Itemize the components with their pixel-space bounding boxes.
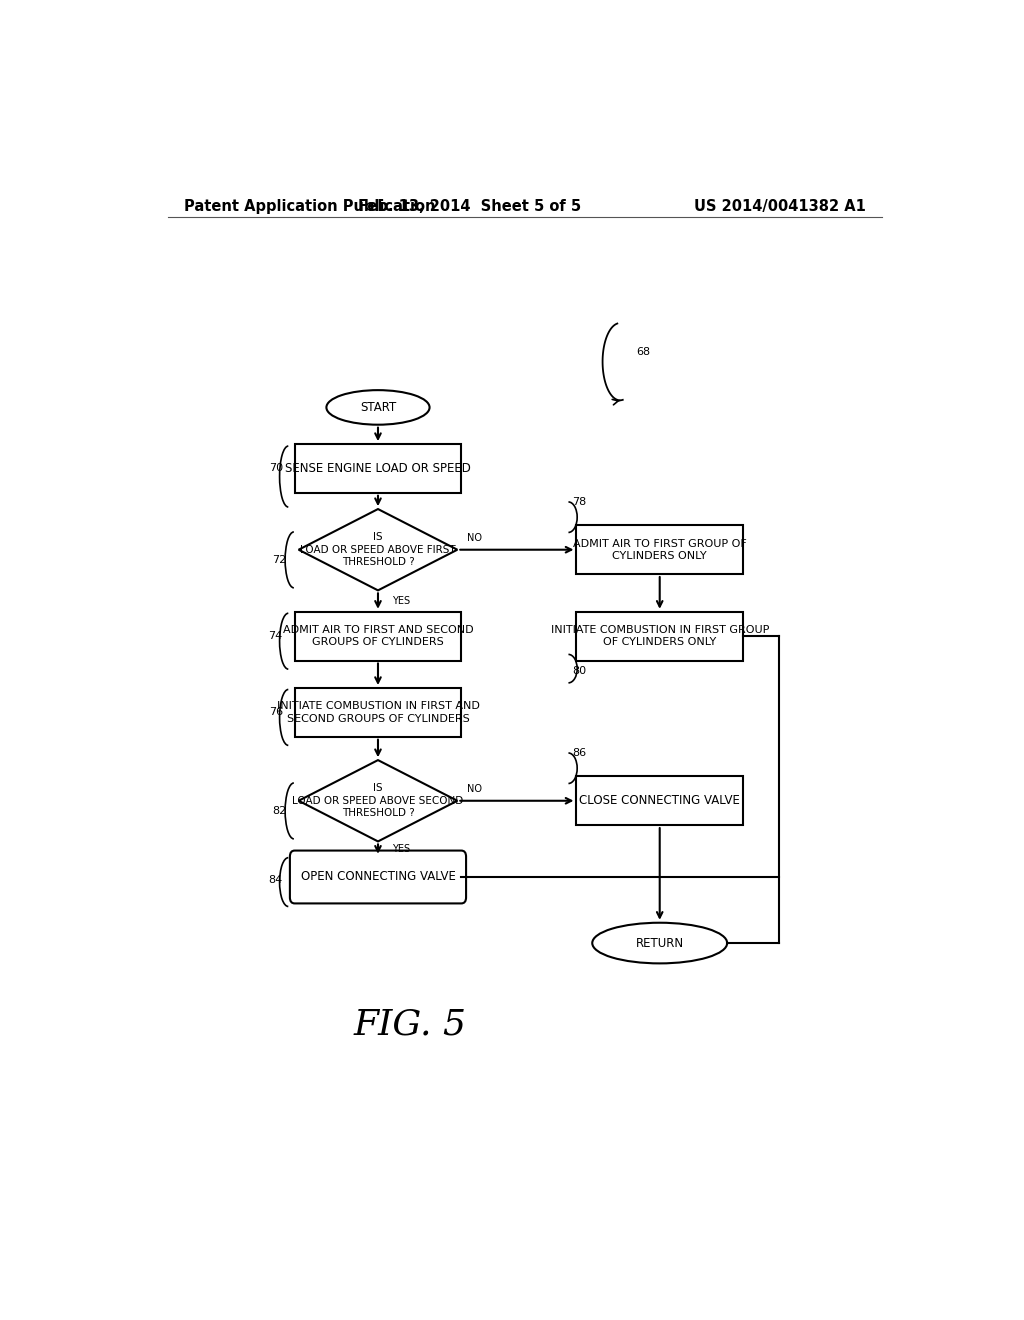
Text: RETURN: RETURN: [636, 937, 684, 949]
Polygon shape: [299, 760, 458, 841]
Ellipse shape: [592, 923, 727, 964]
FancyBboxPatch shape: [295, 688, 462, 737]
Text: ADMIT AIR TO FIRST GROUP OF
CYLINDERS ONLY: ADMIT AIR TO FIRST GROUP OF CYLINDERS ON…: [572, 539, 746, 561]
Text: US 2014/0041382 A1: US 2014/0041382 A1: [694, 199, 866, 214]
Text: INITIATE COMBUSTION IN FIRST GROUP
OF CYLINDERS ONLY: INITIATE COMBUSTION IN FIRST GROUP OF CY…: [551, 624, 769, 647]
Text: INITIATE COMBUSTION IN FIRST AND
SECOND GROUPS OF CYLINDERS: INITIATE COMBUSTION IN FIRST AND SECOND …: [276, 701, 479, 723]
Text: IS
LOAD OR SPEED ABOVE FIRST
THRESHOLD ?: IS LOAD OR SPEED ABOVE FIRST THRESHOLD ?: [300, 532, 456, 568]
Text: Feb. 13, 2014  Sheet 5 of 5: Feb. 13, 2014 Sheet 5 of 5: [357, 199, 581, 214]
Text: 84: 84: [268, 875, 283, 884]
Text: 86: 86: [572, 748, 587, 758]
Text: 76: 76: [268, 708, 283, 717]
Text: YES: YES: [392, 843, 411, 854]
Text: NO: NO: [467, 784, 482, 793]
FancyBboxPatch shape: [577, 525, 743, 574]
Text: 72: 72: [272, 554, 287, 565]
Text: Patent Application Publication: Patent Application Publication: [183, 199, 435, 214]
Text: 80: 80: [572, 665, 587, 676]
Text: 78: 78: [572, 498, 587, 507]
FancyBboxPatch shape: [577, 611, 743, 660]
Ellipse shape: [327, 391, 430, 425]
Text: IS
LOAD OR SPEED ABOVE SECOND
THRESHOLD ?: IS LOAD OR SPEED ABOVE SECOND THRESHOLD …: [293, 783, 464, 818]
Text: NO: NO: [467, 532, 482, 543]
Text: 74: 74: [268, 631, 283, 642]
Polygon shape: [299, 510, 458, 590]
Text: ADMIT AIR TO FIRST AND SECOND
GROUPS OF CYLINDERS: ADMIT AIR TO FIRST AND SECOND GROUPS OF …: [283, 624, 473, 647]
Text: 68: 68: [636, 347, 650, 356]
FancyBboxPatch shape: [295, 444, 462, 492]
Text: START: START: [359, 401, 396, 414]
Text: 82: 82: [272, 805, 287, 816]
Text: 70: 70: [268, 463, 283, 474]
Text: SENSE ENGINE LOAD OR SPEED: SENSE ENGINE LOAD OR SPEED: [285, 462, 471, 475]
Text: CLOSE CONNECTING VALVE: CLOSE CONNECTING VALVE: [580, 795, 740, 808]
FancyBboxPatch shape: [295, 611, 462, 660]
Text: FIG. 5: FIG. 5: [353, 1007, 466, 1041]
FancyBboxPatch shape: [577, 776, 743, 825]
Text: YES: YES: [392, 597, 411, 606]
Text: OPEN CONNECTING VALVE: OPEN CONNECTING VALVE: [301, 870, 456, 883]
FancyBboxPatch shape: [290, 850, 466, 903]
